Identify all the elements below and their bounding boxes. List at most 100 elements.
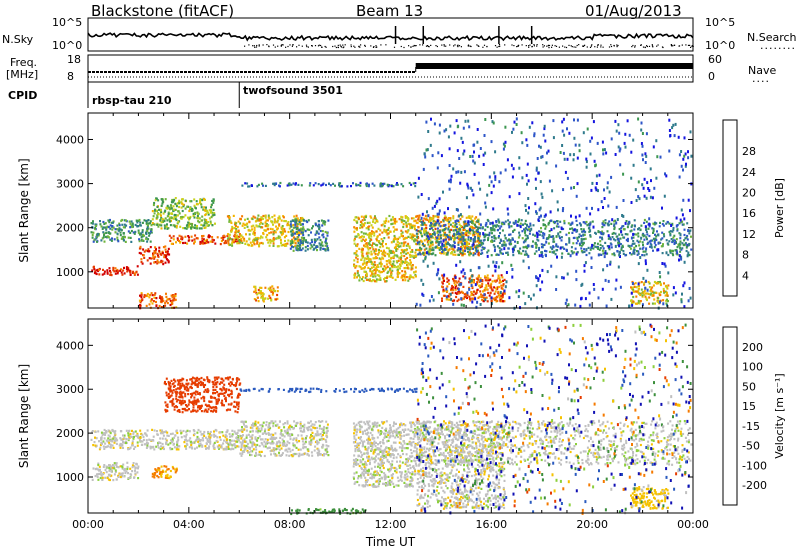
scatter-cell: [378, 251, 380, 254]
scatter-cell: [155, 297, 158, 300]
scatter-cell: [445, 246, 448, 249]
scatter-cell: [157, 255, 160, 258]
scatter-cell: [173, 208, 176, 211]
scatter-cell: [409, 250, 412, 253]
scatter-cell: [298, 234, 300, 237]
scatter-cell: [538, 248, 540, 251]
scatter-cell: [414, 273, 417, 277]
scatter-cell: [356, 270, 359, 273]
scatter-cell: [265, 224, 268, 227]
scatter-cell: [435, 273, 438, 277]
scatter-cell: [293, 215, 296, 218]
scatter-cell: [292, 236, 295, 239]
scatter-cell: [580, 240, 583, 244]
scatter-cell: [400, 256, 403, 260]
scatter-cell: [140, 292, 143, 295]
scatter-cell: [185, 447, 188, 450]
scatter-cell: [454, 229, 457, 232]
scatter-cell: [155, 300, 157, 304]
scatter-cell: [637, 250, 640, 253]
scatter-cell: [541, 155, 544, 159]
scatter-cell: [405, 216, 408, 219]
scatter-cell: [491, 232, 493, 235]
scatter-cell: [401, 276, 404, 279]
scatter-cell: [543, 124, 546, 128]
scatter-cell: [556, 222, 559, 225]
scatter-cell: [360, 236, 362, 239]
nsearch-point: [298, 44, 300, 46]
scatter-cell: [633, 228, 636, 231]
scatter-cell: [672, 254, 675, 257]
scatter-cell: [296, 244, 299, 247]
scatter-cell: [662, 289, 665, 293]
scatter-cell: [636, 302, 639, 305]
scatter-cell: [96, 475, 99, 478]
nsearch-point: [306, 46, 308, 48]
scatter-cell: [264, 216, 267, 219]
scatter-cell: [542, 219, 545, 222]
scatter-cell: [174, 295, 177, 298]
scatter-cell: [470, 294, 473, 297]
scatter-cell: [406, 231, 409, 234]
scatter-cell: [472, 247, 475, 250]
scatter-cell: [253, 233, 256, 237]
scatter-cell: [490, 302, 493, 306]
scatter-cell: [511, 237, 514, 240]
scatter-cell: [162, 200, 164, 204]
scatter-cell: [415, 232, 418, 235]
scatter-cell: [115, 462, 118, 465]
scatter-cell: [657, 233, 660, 237]
scatter-cell: [388, 249, 391, 252]
scatter-cell: [106, 235, 109, 238]
scatter-cell: [462, 275, 465, 278]
scatter-cell: [504, 140, 507, 144]
scatter-cell: [580, 234, 583, 237]
scatter-cell: [442, 244, 445, 248]
scatter-cell: [423, 233, 426, 236]
scatter-cell: [95, 224, 98, 227]
scatter-cell: [275, 225, 278, 228]
scatter-cell: [431, 225, 434, 228]
scatter-cell: [417, 216, 420, 219]
scatter-cell: [104, 222, 107, 225]
scatter-cell: [450, 174, 453, 178]
scatter-cell: [444, 242, 447, 245]
scatter-cell: [419, 246, 421, 249]
scatter-cell: [400, 242, 403, 245]
scatter-cell: [524, 229, 527, 233]
scatter-cell: [95, 237, 98, 240]
scatter-cell: [129, 467, 132, 470]
scatter-cell: [680, 255, 683, 259]
scatter-cell: [255, 299, 258, 302]
scatter-cell: [491, 240, 494, 243]
scatter-cell: [139, 221, 142, 224]
scatter-cell: [374, 272, 377, 275]
scatter-cell: [152, 256, 155, 259]
scatter-cell: [203, 206, 206, 209]
scatter-cell: [319, 239, 322, 242]
scatter-cell: [213, 213, 216, 216]
scatter-cell: [447, 243, 450, 246]
scatter-cell: [658, 225, 661, 228]
scatter-cell: [160, 306, 163, 309]
scatter-cell: [121, 467, 124, 470]
scatter-cell: [125, 224, 128, 227]
scatter-cell: [526, 182, 528, 186]
scatter-cell: [412, 182, 415, 185]
scatter-cell: [580, 296, 583, 300]
nsearch-point: [458, 45, 461, 47]
scatter-cell: [669, 251, 672, 254]
scatter-cell: [618, 233, 621, 236]
scatter-cell: [373, 261, 376, 264]
scatter-cell: [166, 215, 169, 218]
scatter-cell: [537, 171, 540, 175]
scatter-cell: [632, 290, 635, 293]
scatter-cell: [680, 298, 683, 302]
scatter-cell: [295, 227, 298, 230]
scatter-cell: [258, 291, 261, 294]
scatter-cell: [432, 229, 434, 232]
nsearch-point: [547, 45, 549, 47]
scatter-cell: [199, 242, 202, 245]
scatter-cell: [498, 279, 501, 282]
scatter-cell: [452, 253, 455, 256]
